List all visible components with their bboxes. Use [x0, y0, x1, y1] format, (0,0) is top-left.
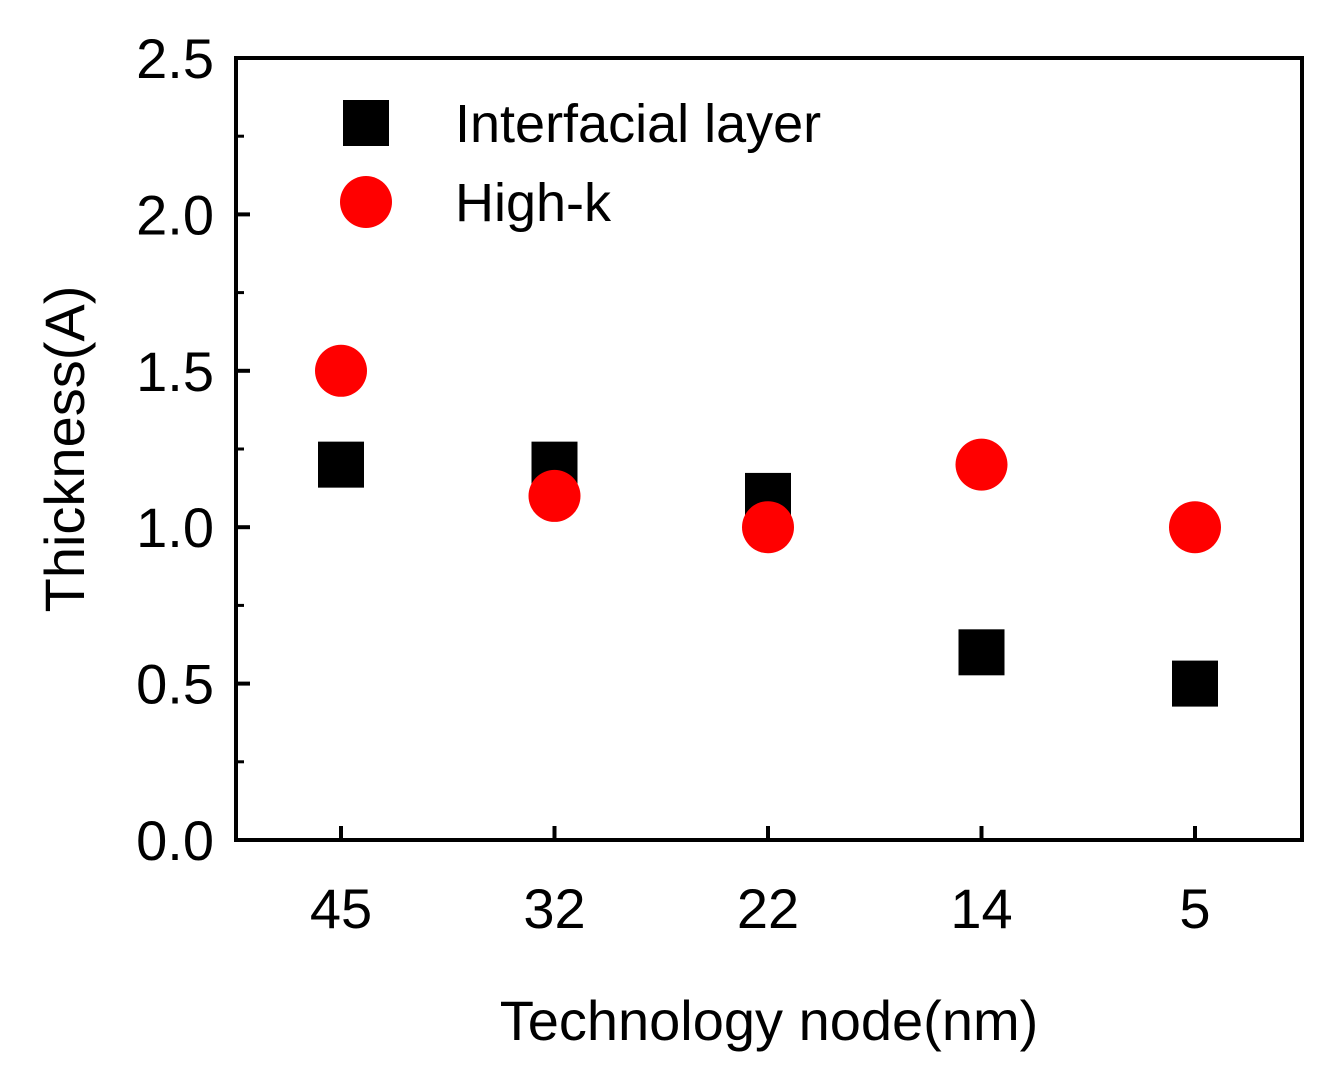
y-axis-ticks: 0.0 0.5 1.0 1.5 2.0 2.5: [136, 27, 250, 872]
x-tick-label: 14: [950, 877, 1012, 940]
y-tick-label: 0.0: [136, 809, 214, 872]
x-tick-label: 5: [1179, 877, 1210, 940]
x-tick-label: 32: [523, 877, 585, 940]
y-tick-label: 2.0: [136, 183, 214, 246]
y-tick-label: 1.0: [136, 496, 214, 559]
y-tick-label: 0.5: [136, 653, 214, 716]
x-axis-ticks: 45 32 22 14 5: [310, 826, 1211, 940]
high-k-point: [955, 438, 1008, 491]
high-k-point: [528, 469, 581, 522]
interfacial-layer-point: [1172, 660, 1218, 707]
y-tick-label: 1.5: [136, 340, 214, 403]
x-axis-label: Technology node(nm): [500, 989, 1039, 1052]
high-k-point: [315, 344, 367, 397]
legend: Interfacial layer High-k: [340, 94, 821, 233]
x-tick-label: 45: [310, 877, 372, 940]
x-tick-label: 22: [737, 877, 799, 940]
legend-label: Interfacial layer: [455, 94, 821, 154]
legend-square-marker: [343, 100, 389, 146]
legend-circle-marker: [340, 176, 392, 228]
plot-frame: [234, 56, 1304, 842]
interfacial-layer-point: [958, 629, 1005, 676]
data-points: [315, 344, 1221, 707]
legend-label: High-k: [455, 173, 612, 233]
high-k-point: [1169, 501, 1221, 554]
interfacial-layer-point: [318, 441, 364, 488]
high-k-point: [742, 501, 794, 554]
y-axis-label: Thickness(A): [33, 286, 96, 613]
y-tick-label: 2.5: [136, 27, 214, 90]
